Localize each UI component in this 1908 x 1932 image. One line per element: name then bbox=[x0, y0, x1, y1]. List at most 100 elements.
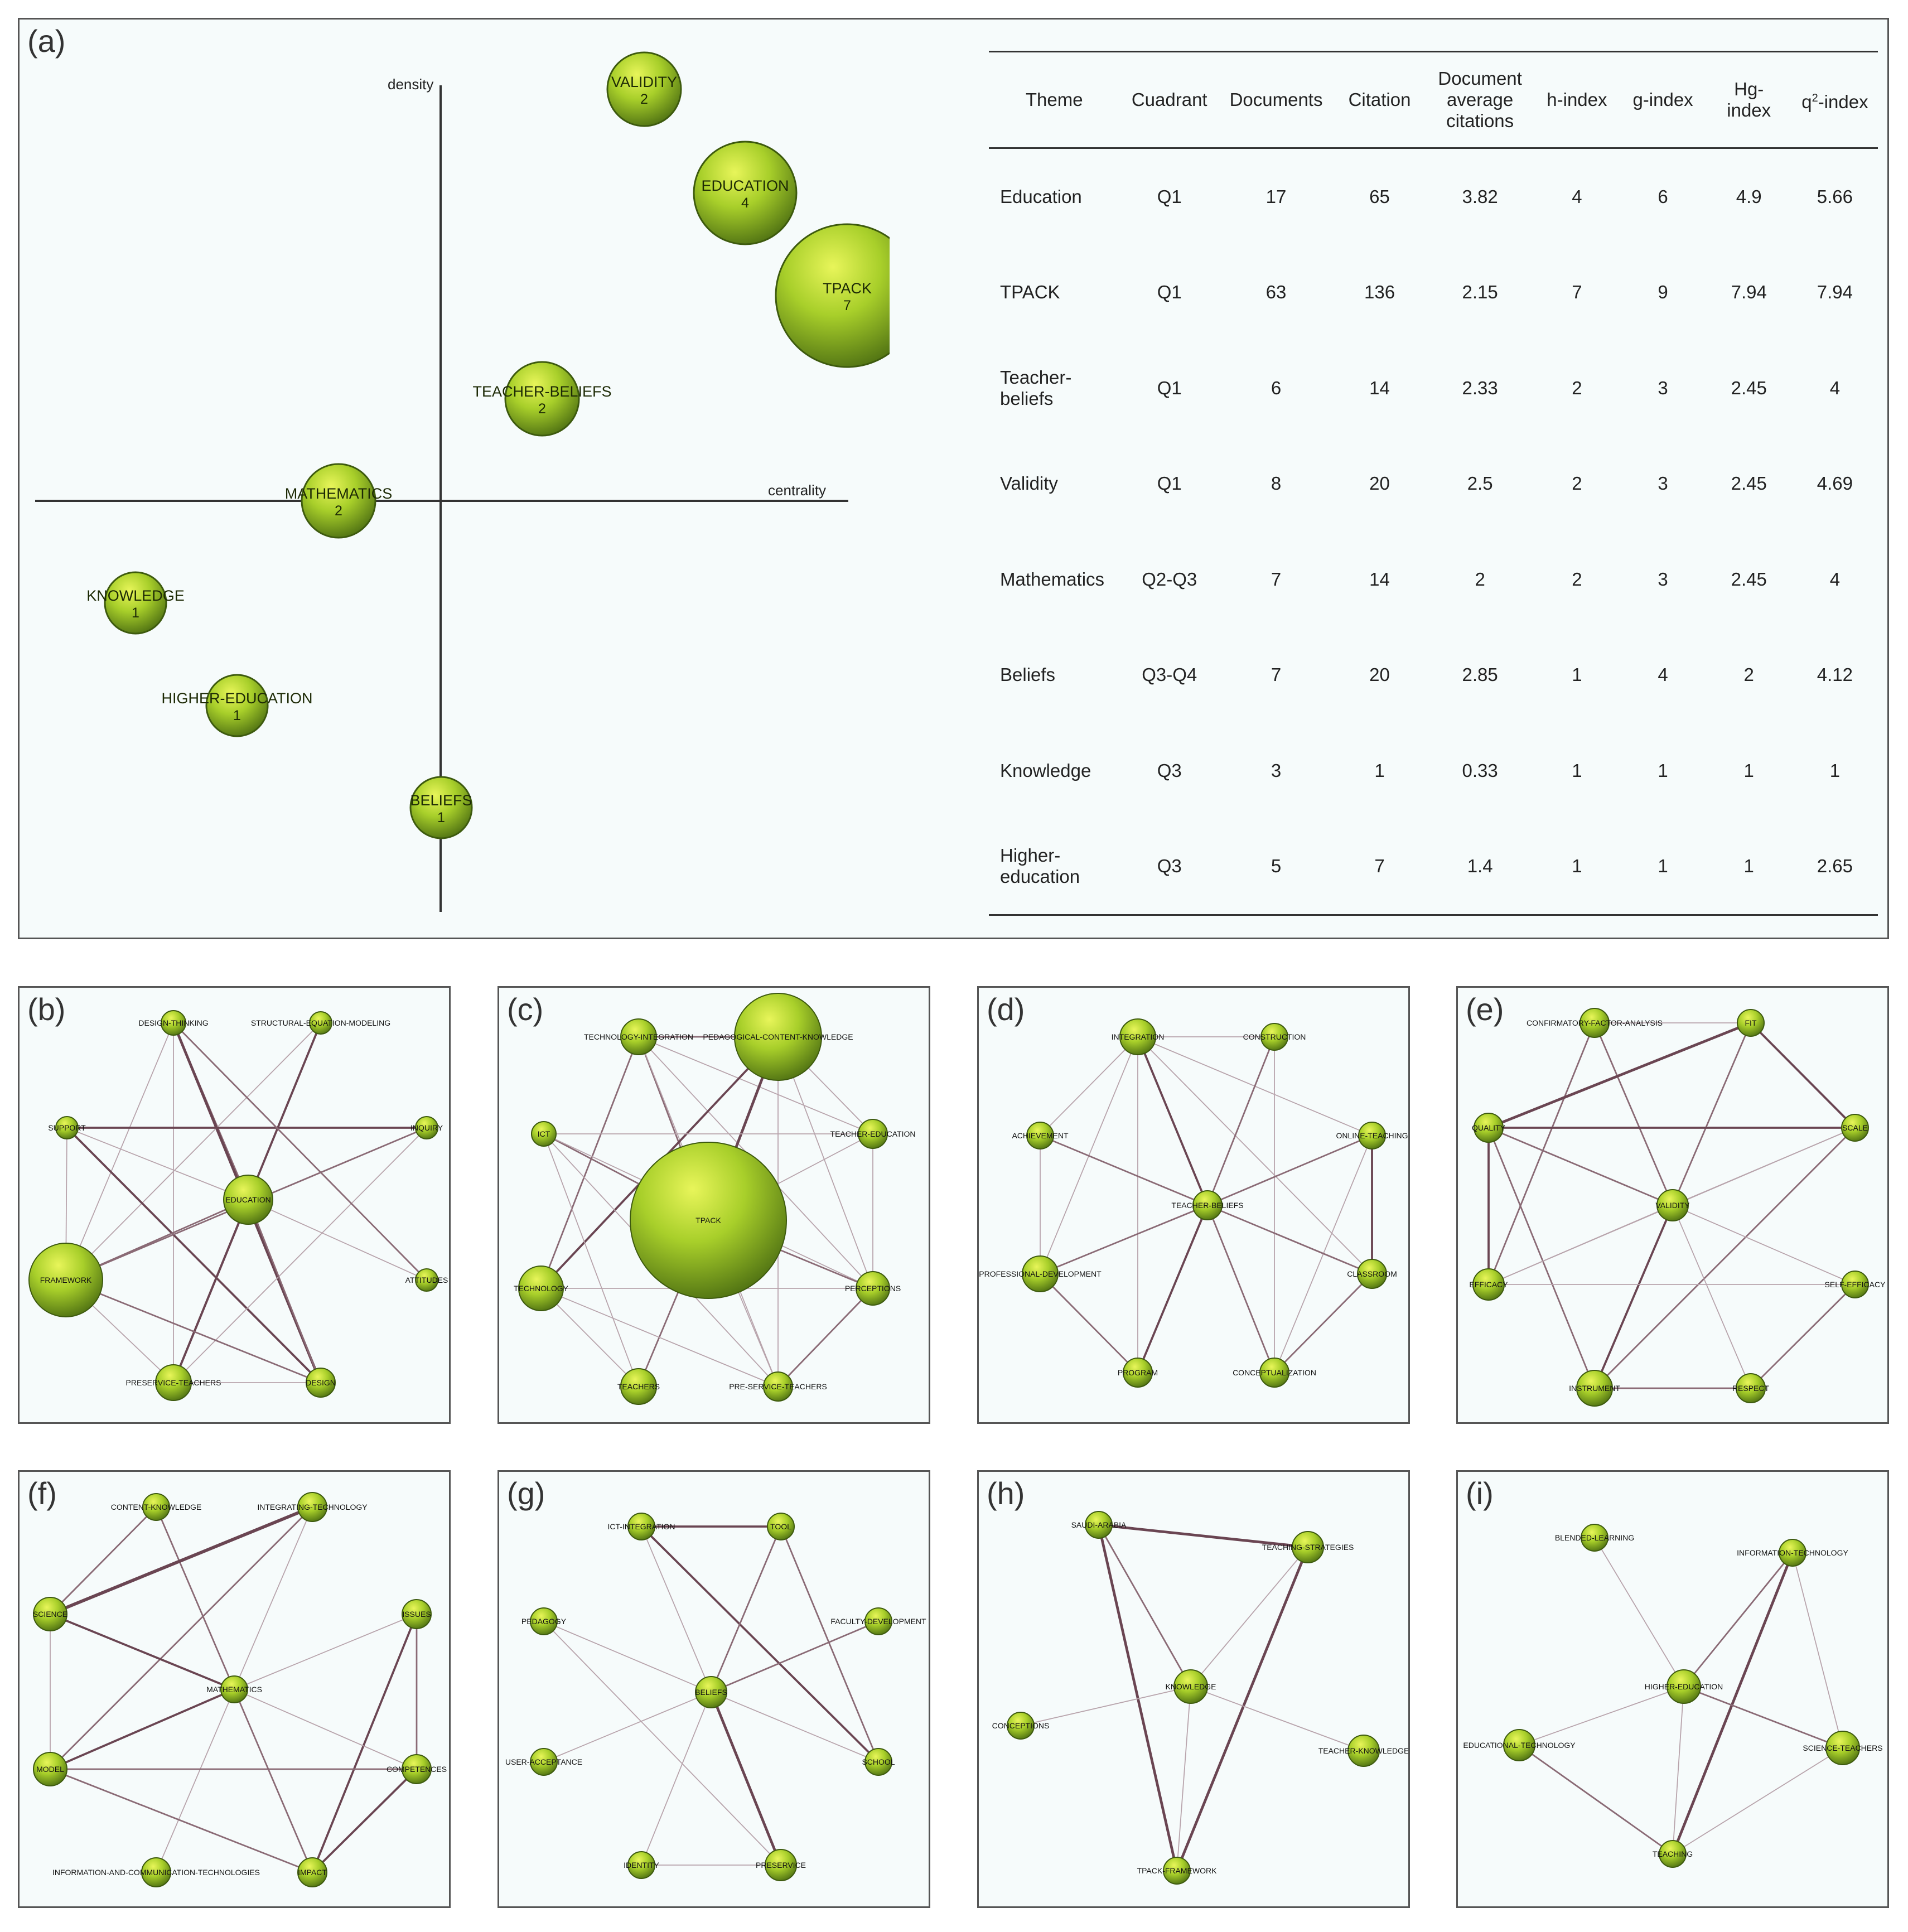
node-label: SCHOOL bbox=[862, 1757, 895, 1766]
node-circle bbox=[1581, 1524, 1608, 1552]
theme-cell: Education bbox=[1000, 186, 1082, 207]
edge bbox=[1098, 1523, 1308, 1549]
node-circle bbox=[630, 1142, 787, 1299]
node-circle bbox=[1841, 1114, 1869, 1142]
edges bbox=[1020, 1523, 1364, 1871]
edge bbox=[640, 1525, 880, 1763]
col-citation: Citation bbox=[1333, 51, 1426, 149]
value-cell: 2.45 bbox=[1731, 473, 1767, 494]
network-graph: ICT-INTEGRATION TOOL PEDAGOGY FACULTY-DEVEL… bbox=[505, 1513, 926, 1881]
edge bbox=[638, 1036, 873, 1134]
node-instrument: INSTRUMENT bbox=[1569, 1370, 1620, 1407]
edge bbox=[540, 1288, 779, 1387]
node-design: DESIGN bbox=[306, 1368, 336, 1398]
edge bbox=[543, 1621, 712, 1693]
node-circle bbox=[28, 1243, 103, 1317]
node-circle bbox=[1007, 1712, 1035, 1740]
edge bbox=[248, 1199, 427, 1281]
cluster-value: 2 bbox=[538, 401, 546, 417]
edge bbox=[50, 1613, 235, 1690]
theme-cell: Knowledge bbox=[1000, 760, 1091, 781]
node-circle bbox=[415, 1268, 438, 1292]
node-label: CONCEPTUALIZATION bbox=[1233, 1368, 1316, 1377]
value-cell: Q3 bbox=[1119, 818, 1219, 916]
col-theme: Theme bbox=[989, 51, 1120, 149]
cluster-bubble bbox=[504, 361, 580, 437]
edge bbox=[1020, 1686, 1191, 1726]
node-label: TEACHER-KNOWLEDGE bbox=[1318, 1746, 1408, 1755]
edge bbox=[173, 1022, 427, 1281]
value-cell: 7 bbox=[1572, 282, 1582, 303]
node-circle bbox=[1123, 1358, 1153, 1388]
theme-cell: Teacher-beliefs bbox=[1000, 366, 1072, 409]
node-circle bbox=[518, 1266, 564, 1311]
q2-base: q bbox=[1801, 91, 1812, 112]
edge bbox=[1519, 1744, 1673, 1855]
node-circle bbox=[864, 1607, 892, 1635]
cluster-name: BELIEFS bbox=[410, 792, 472, 809]
edge bbox=[49, 1505, 313, 1616]
theme-cell: Higher-education bbox=[989, 818, 1120, 916]
node-label: BELIEFS bbox=[695, 1688, 727, 1697]
node-circle bbox=[1192, 1190, 1223, 1220]
edge bbox=[1137, 1036, 1209, 1206]
value-cell: 1 bbox=[1743, 760, 1754, 781]
col-g-index: g-index bbox=[1620, 51, 1706, 149]
edge bbox=[65, 1022, 321, 1281]
panel-g-network: (g) ICT-INTEGRATION TOOL PEDAGOGY FACULTY-D… bbox=[497, 1470, 930, 1908]
centrality-label: centrality bbox=[768, 482, 826, 499]
cluster-value: 1 bbox=[437, 810, 445, 825]
value-cell: 2.65 bbox=[1791, 818, 1878, 916]
edge bbox=[1519, 1686, 1684, 1746]
cluster-bubble bbox=[301, 463, 376, 539]
edges bbox=[1040, 1036, 1373, 1373]
value-cell: 65 bbox=[1369, 186, 1390, 207]
edge bbox=[156, 1689, 235, 1873]
node-validity: VALIDITY bbox=[1655, 1189, 1690, 1221]
node-circle bbox=[864, 1748, 892, 1776]
edge bbox=[641, 1526, 712, 1693]
node-circle bbox=[1022, 1255, 1059, 1292]
theme-cell: Beliefs bbox=[1000, 664, 1056, 685]
value-cell: 14 bbox=[1369, 377, 1390, 398]
node-label: MODEL bbox=[36, 1765, 64, 1774]
edge bbox=[1593, 1205, 1674, 1389]
value-cell: 1 bbox=[1829, 760, 1841, 781]
edge bbox=[172, 1199, 249, 1383]
table-header-row: Theme Cuadrant Documents Citation Docume… bbox=[989, 51, 1878, 149]
node-technology: TECHNOLOGY bbox=[514, 1266, 569, 1311]
edge bbox=[1488, 1127, 1673, 1206]
cluster-name: KNOWLEDGE bbox=[86, 587, 185, 604]
panel-c-network: (c) TECHNOLOGY-INTEGRATION PEDAGOGICAL-CO… bbox=[497, 986, 930, 1424]
node-label: TEACHER-EDUCATION bbox=[830, 1129, 916, 1138]
node-circle bbox=[1737, 1009, 1765, 1037]
node-support: SUPPORT bbox=[48, 1116, 86, 1139]
edge bbox=[66, 1127, 249, 1200]
dac-line-1: Document bbox=[1438, 68, 1522, 89]
value-cell: 4 bbox=[1829, 568, 1841, 590]
cluster-value: 4 bbox=[741, 195, 749, 211]
cluster-value: 1 bbox=[132, 605, 139, 621]
node-label: ACHIEVEMENT bbox=[1012, 1131, 1069, 1140]
node-pedagogical-content-knowledge: PEDAGOGICAL-CONTENT-KNOWLEDGE bbox=[703, 993, 853, 1081]
edge bbox=[1206, 1036, 1276, 1206]
node-scale: SCALE bbox=[1841, 1114, 1869, 1142]
network-graph: TECHNOLOGY-INTEGRATION PEDAGOGICAL-CONTEN… bbox=[514, 993, 916, 1405]
col-cuadrant: Cuadrant bbox=[1119, 51, 1219, 149]
col-document-average-citations: Document average citations bbox=[1426, 51, 1534, 149]
node-beliefs: BELIEFS bbox=[695, 1676, 727, 1708]
edge bbox=[1190, 1547, 1308, 1687]
node-structural-equation-modeling: STRUCTURAL-EQUATION-MODELING bbox=[251, 1011, 390, 1035]
q2-sup: 2 bbox=[1812, 91, 1818, 104]
node-label: IDENTITY bbox=[624, 1861, 659, 1870]
panel-a-strategic-diagram: (a) density centrality VALIDITY 2 EDUCATIO… bbox=[18, 18, 1889, 939]
edge bbox=[50, 1688, 235, 1770]
value-cell: 14 bbox=[1369, 568, 1390, 590]
node-label: INTEGRATING-TECHNOLOGY bbox=[257, 1503, 368, 1511]
hg-line-1: Hg- bbox=[1734, 79, 1764, 99]
nodes: INTEGRATION CONSTRUCTION ACHIEVEMENT ONLINE… bbox=[979, 1018, 1408, 1388]
node-teaching: TEACHING bbox=[1653, 1840, 1693, 1868]
value-cell: 3.82 bbox=[1462, 186, 1498, 207]
strategic-diagram: density centrality VALIDITY2EDUCATION4TP… bbox=[35, 51, 890, 912]
